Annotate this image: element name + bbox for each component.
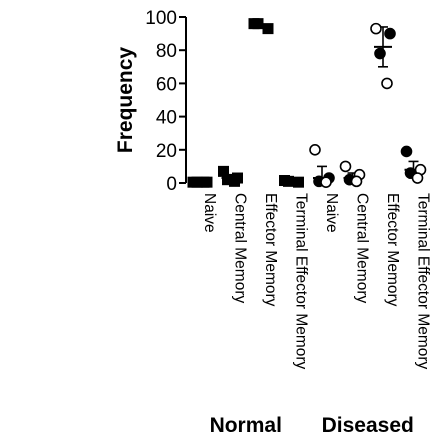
y-axis-title: Frequency <box>114 47 137 154</box>
data-point <box>400 145 413 158</box>
data-point <box>411 172 424 184</box>
group-label: Normal <box>210 414 282 437</box>
data-point <box>262 23 274 35</box>
data-point <box>370 22 382 35</box>
x-tick-label: Central Memory <box>354 193 371 303</box>
data-point <box>198 176 210 188</box>
group-label: Diseased <box>322 414 414 437</box>
data-point <box>381 77 393 90</box>
data-point <box>218 165 229 177</box>
x-tick-label: Central Memory <box>232 193 249 303</box>
y-tick-label: 40 <box>156 108 177 129</box>
data-point <box>283 175 294 187</box>
data-point <box>374 47 386 60</box>
data-point <box>384 27 396 40</box>
data-point <box>229 175 240 187</box>
data-point <box>320 176 332 188</box>
y-tick-label: 0 <box>166 174 177 195</box>
x-tick-label: Terminal Effector Memory <box>415 193 432 370</box>
x-tick-label: Effector Memory <box>262 193 279 307</box>
data-point <box>293 176 304 188</box>
x-axis-tick-labels: Naive Central Memory Effector Memory Termin… <box>201 193 432 370</box>
x-tick-label: Terminal Effector Memory <box>293 193 310 370</box>
x-tick-label: Naive <box>323 193 340 233</box>
y-axis-title-layer: Frequency <box>114 47 137 154</box>
y-axis: 0 20 40 60 80 100 <box>145 8 187 195</box>
y-tick-label: 100 <box>145 8 177 29</box>
x-tick-label: Effector Memory <box>384 193 401 307</box>
plot-area <box>187 18 427 188</box>
data-point <box>222 174 233 186</box>
data-point <box>252 18 264 30</box>
data-point <box>350 175 363 188</box>
data-point <box>191 176 203 188</box>
x-tick-label: Naive <box>201 193 218 233</box>
data-point <box>309 144 321 156</box>
data-point <box>339 160 352 173</box>
group-labels: Normal Diseased <box>210 414 414 437</box>
y-tick-label: 80 <box>156 41 177 62</box>
y-tick-label: 60 <box>156 74 177 95</box>
y-tick-label: 20 <box>156 141 177 162</box>
